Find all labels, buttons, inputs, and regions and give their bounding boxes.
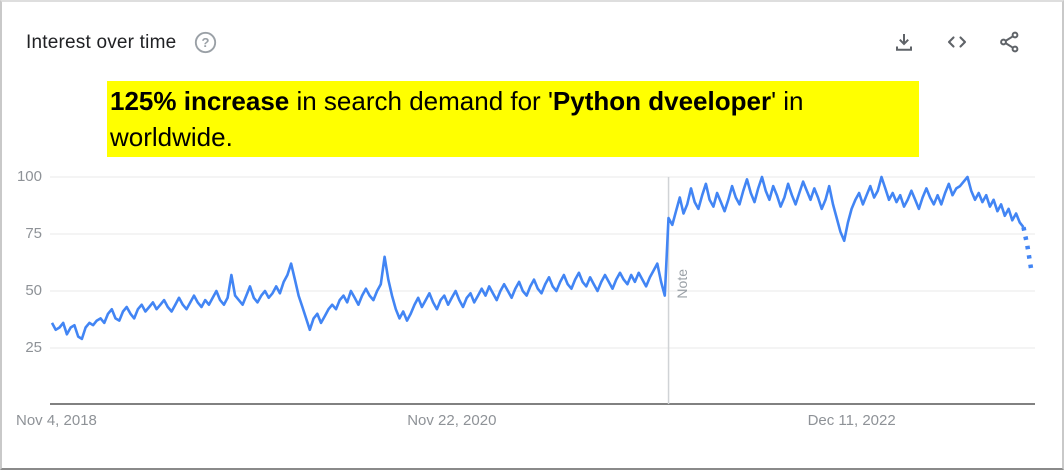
annotation-highlight: 125% increase in search demand for 'Pyth… <box>107 81 919 157</box>
x-tick-2020: Nov 22, 2020 <box>407 412 497 429</box>
chart-plot-area[interactable]: Note <box>50 175 1035 405</box>
y-tick-100: 100 <box>16 168 42 185</box>
annotation-bold-term: Python dveeloper <box>552 86 772 116</box>
header: Interest over time ? <box>26 30 218 55</box>
header-actions <box>892 30 1022 54</box>
x-tick-2018: Nov 4, 2018 <box>16 412 97 429</box>
page-title: Interest over time <box>26 31 177 53</box>
trend-line-svg <box>50 175 1035 405</box>
annotation-text-end: ' in <box>771 86 804 116</box>
svg-text:?: ? <box>202 35 210 50</box>
share-icon[interactable] <box>998 30 1022 54</box>
x-axis: Nov 4, 2018 Nov 22, 2020 Dec 11, 2022 <box>16 412 1052 432</box>
y-tick-50: 50 <box>25 282 42 299</box>
help-icon[interactable]: ? <box>193 30 218 55</box>
annotation-bold-increase: 125% increase <box>110 86 290 116</box>
annotation-text-mid: in search demand for ' <box>289 86 553 116</box>
embed-code-icon[interactable] <box>944 30 970 54</box>
x-tick-2022: Dec 11, 2022 <box>807 412 896 429</box>
y-tick-25: 25 <box>25 339 42 356</box>
y-axis: 100 75 50 25 <box>2 168 42 405</box>
y-tick-75: 75 <box>25 225 42 242</box>
download-icon[interactable] <box>892 30 916 54</box>
annotation-line2: worldwide. <box>110 122 233 152</box>
